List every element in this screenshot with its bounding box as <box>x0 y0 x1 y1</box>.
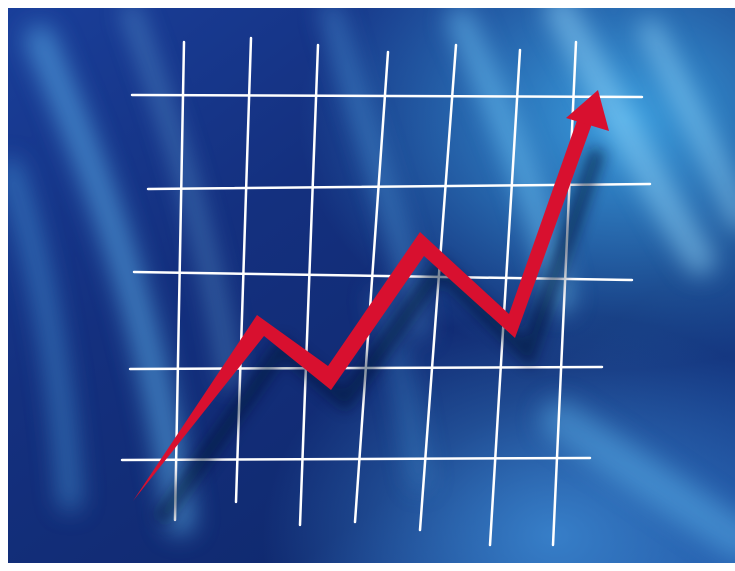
arrow-shadow <box>153 147 606 525</box>
grid <box>120 36 652 547</box>
trend-arrow <box>133 90 609 501</box>
